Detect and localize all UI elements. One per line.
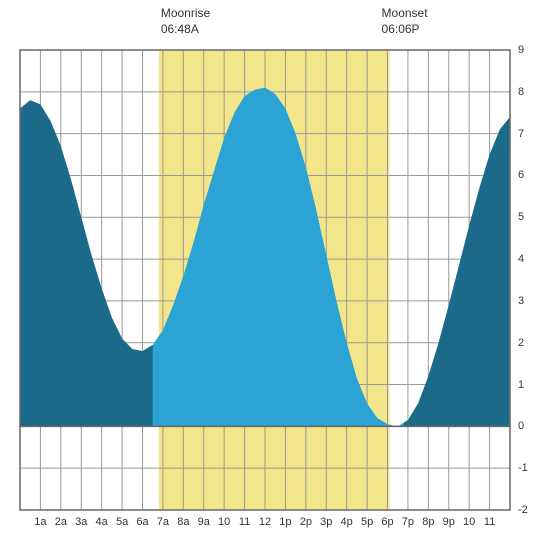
x-tick-label: 5a [116,516,128,528]
y-tick-label: -2 [518,504,528,516]
x-tick-label: 4a [96,516,108,528]
moonset-annotation: Moonset 06:06P [382,6,428,37]
y-tick-label: 4 [518,253,524,265]
y-tick-label: 8 [518,86,524,98]
y-tick-label: -1 [518,462,528,474]
x-tick-label: 1a [34,516,46,528]
y-tick-label: 6 [518,169,524,181]
x-tick-label: 6p [381,516,393,528]
y-tick-label: 5 [518,211,524,223]
y-tick-label: 3 [518,295,524,307]
x-tick-label: 5p [361,516,373,528]
x-tick-label: 2p [300,516,312,528]
x-tick-label: 10 [463,516,475,528]
moonset-label: Moonset [382,6,428,22]
x-tick-label: 7a [157,516,169,528]
y-tick-label: 2 [518,337,524,349]
x-tick-label: 7p [402,516,414,528]
x-tick-label: 8a [177,516,189,528]
x-tick-label: 9p [443,516,455,528]
x-tick-label: 6a [136,516,148,528]
x-tick-label: 8p [422,516,434,528]
x-tick-label: 1p [279,516,291,528]
tide-chart: Moonrise 06:48A Moonset 06:06P 1a 2a 3a 4a 5… [0,0,550,550]
x-tick-label: 12 [259,516,271,528]
x-tick-label: 10 [218,516,230,528]
y-tick-label: 0 [518,420,524,432]
moonrise-time: 06:48A [161,22,210,38]
x-tick-label: 11 [239,516,250,528]
y-tick-label: 7 [518,128,524,140]
x-tick-label: 4p [341,516,353,528]
x-tick-label: 3p [320,516,332,528]
chart-svg [0,0,550,550]
moonset-time: 06:06P [382,22,428,38]
x-tick-label: 2a [55,516,67,528]
moonrise-label: Moonrise [161,6,210,22]
moonrise-annotation: Moonrise 06:48A [161,6,210,37]
y-tick-label: 9 [518,44,524,56]
x-tick-label: 11 [484,516,495,528]
x-tick-label: 3a [75,516,87,528]
y-tick-label: 1 [518,379,524,391]
x-tick-label: 9a [198,516,210,528]
